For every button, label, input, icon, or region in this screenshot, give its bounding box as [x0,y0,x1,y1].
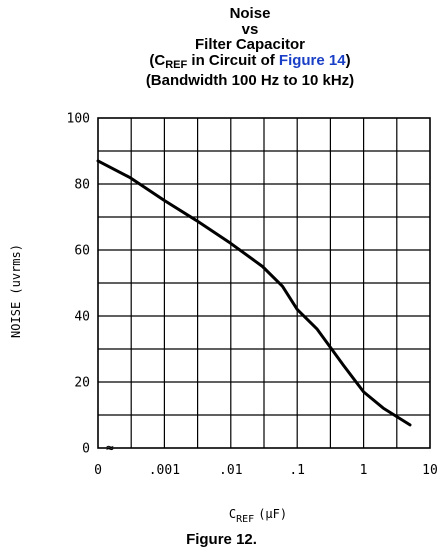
title-cref-c: (C [149,51,166,69]
y-tick-label: 0 [82,442,90,457]
y-tick-label: 40 [74,310,90,325]
title-circuit-text: in Circuit of [187,51,279,69]
y-axis-ticks: 0 20 40 60 80 100 [67,112,90,457]
figure-caption: Figure 12. [186,531,257,548]
axis-break-marker: ≈ [106,441,114,456]
y-tick-label: 20 [74,376,90,391]
grid-lines [98,118,430,448]
x-axis-label-unit: (μF) [258,507,287,521]
title-line-1: Noise [229,5,271,22]
title-line-2: vs [241,20,259,38]
x-axis-label: CREF (μF) [229,507,287,525]
title-line-5: (Bandwidth 100 Hz to 10 kHz) [145,72,355,89]
x-tick-label: .001 [149,463,180,478]
chart-title: Noise vs Filter Capacitor (CREF in Circu… [80,6,420,89]
x-tick-label: 10 [422,463,438,478]
x-tick-label: .01 [219,463,242,478]
y-tick-label: 60 [74,244,90,259]
x-tick-label: .1 [289,463,305,478]
figure-14-link[interactable]: Figure 14 [278,51,346,69]
title-line-4: (CREF in Circuit of Figure 14) [80,51,420,74]
title-close-paren: ) [345,51,351,69]
y-tick-label: 80 [74,178,90,193]
title-cref-sub: REF [165,58,188,71]
plot-frame [97,117,431,449]
x-axis-label-sub: REF [236,514,254,525]
x-tick-label: 1 [360,463,368,478]
y-tick-label: 100 [67,112,90,127]
y-axis-label: NOISE (uvrms) [9,244,23,338]
x-axis-ticks: 0 .001 .01 .1 1 10 [94,463,438,478]
noise-curve [96,159,412,427]
title-line-3: Filter Capacitor [194,36,306,53]
x-tick-label: 0 [94,463,102,478]
x-axis-label-c: C [229,507,236,521]
